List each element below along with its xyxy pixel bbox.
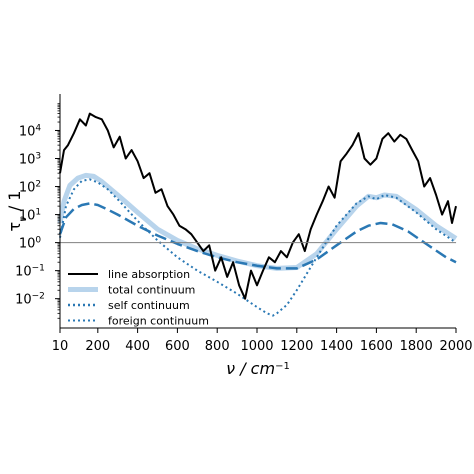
x-tick-label: 1600 (360, 339, 393, 354)
x-tick-label: 1200 (280, 339, 313, 354)
x-tick-label: 1000 (240, 339, 273, 354)
series-self-continuum (58, 202, 457, 270)
y-axis-label-subscript: ν (18, 216, 29, 222)
y-axis-label: τν / 1 (5, 191, 29, 232)
legend-label: self continuum (108, 299, 190, 312)
x-tick-label: 200 (85, 339, 110, 354)
x-ticks: 10 200 400 600 800 1000 1200 1400 1600 1800 2000 (52, 328, 473, 354)
legend-label: line absorption (108, 268, 190, 281)
x-tick-label: 600 (165, 339, 190, 354)
x-tick-label: 1800 (400, 339, 433, 354)
y-tick-label: 10−2 (15, 292, 45, 308)
y-axis-label-suffix: / 1 (5, 191, 24, 217)
series-total-continuum (57, 172, 458, 271)
y-tick-label: 101 (19, 208, 41, 224)
x-tick-label: 400 (125, 339, 150, 354)
y-tick-label: 102 (19, 180, 41, 196)
legend: line absorption total continuum self conti… (68, 268, 209, 328)
y-tick-label: 104 (19, 123, 42, 139)
x-axis-label: ν / cm−1 (226, 359, 290, 378)
legend-label: foreign continuum (108, 315, 209, 328)
x-tick-label: 1400 (320, 339, 353, 354)
series-layer (57, 112, 458, 317)
y-ticks: 10−2 10−1 100 101 102 103 104 (15, 103, 60, 319)
y-tick-label: 10−1 (15, 264, 45, 280)
y-tick-label: 100 (19, 236, 42, 252)
series-line-absorption (59, 112, 457, 300)
x-axis-label-exponent: −1 (275, 361, 290, 372)
y-tick-label: 103 (19, 152, 41, 168)
x-tick-label: 800 (205, 339, 230, 354)
y-axis-label-symbol: τ (5, 222, 24, 232)
x-tick-label: 10 (52, 339, 69, 354)
series-foreign-continuum (59, 178, 457, 317)
x-axis-label-text: ν / cm (226, 359, 275, 378)
x-tick-label: 2000 (439, 339, 472, 354)
legend-label: total continuum (108, 284, 195, 297)
